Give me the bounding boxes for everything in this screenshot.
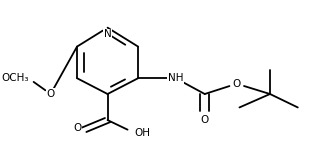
Text: NH: NH — [168, 73, 183, 83]
Text: OCH₃: OCH₃ — [1, 73, 28, 83]
Text: O: O — [73, 123, 81, 133]
Text: O: O — [233, 79, 241, 89]
Text: O: O — [46, 89, 55, 99]
Text: OH: OH — [134, 128, 150, 138]
Text: O: O — [201, 115, 209, 125]
Text: N: N — [104, 29, 111, 39]
